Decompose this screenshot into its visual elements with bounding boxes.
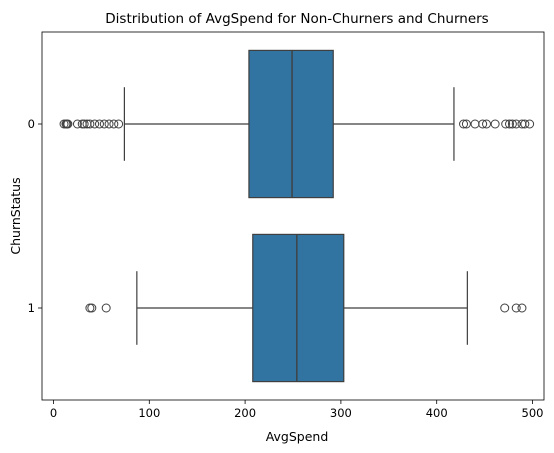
outlier-point [85,119,95,129]
x-tick-label: 500 [522,406,544,420]
y-tick-label: 0 [28,117,35,131]
outlier-point [114,119,124,129]
outlier-point [63,119,73,129]
outlier-point [79,119,89,129]
outlier-point [77,119,87,129]
outlier-point [99,119,109,129]
outlier-point [470,119,480,129]
outlier-point [511,119,521,129]
outlier-point [525,119,535,129]
outlier-point [511,303,521,313]
y-axis: 01 [28,117,42,315]
x-tick-label: 400 [426,406,448,420]
outlier-point [72,119,82,129]
plot-frame [41,31,545,401]
x-axis: 0 100 200 300 400 500 [50,400,544,420]
x-tick-label: 100 [138,406,160,420]
y-axis-label: ChurnStatus [8,177,23,254]
outlier-point [461,119,471,129]
outlier-point [507,119,517,129]
x-tick-label: 300 [330,406,352,420]
plot-area [59,49,535,383]
outlier-point [505,119,515,129]
chart-title: Distribution of AvgSpend for Non-Churner… [105,11,488,27]
outlier-point [482,119,492,129]
outlier-point [459,119,469,129]
outlier-point [109,119,119,129]
outlier-point [87,303,97,313]
outlier-point [500,303,510,313]
iqr-box [252,233,345,383]
box-group-0 [59,49,535,199]
y-tick-label: 1 [28,301,35,315]
outlier-point [520,119,530,129]
box-group-1 [85,233,527,383]
outlier-point [94,119,104,129]
outlier-point [101,303,111,313]
outlier-point [478,119,488,129]
outlier-point [517,303,527,313]
outlier-point [85,303,95,313]
outlier-point [490,119,500,129]
iqr-box [248,49,334,199]
outlier-point [104,119,114,129]
x-axis-label: AvgSpend [266,429,329,444]
outlier-point [90,119,100,129]
x-tick-label: 0 [50,406,57,420]
x-tick-label: 200 [234,406,256,420]
outlier-point [501,119,511,129]
